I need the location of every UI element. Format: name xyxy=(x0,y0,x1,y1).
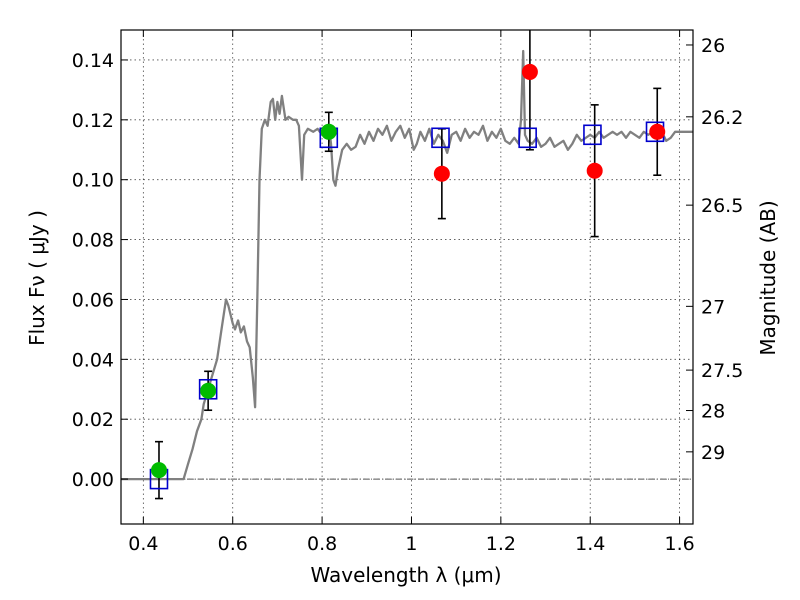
y2-tick-label: 26.5 xyxy=(701,195,743,217)
y2-tick-label: 26.2 xyxy=(701,107,743,129)
x-tick-label: 0.8 xyxy=(307,533,337,555)
observed-point-green xyxy=(320,123,337,140)
y2-tick-label: 27.5 xyxy=(701,360,743,382)
y2-tick-label: 28 xyxy=(701,401,725,423)
y-axis-label: Flux Fν ( μJy ) xyxy=(25,210,49,346)
x-axis-label: Wavelength λ (μm) xyxy=(310,563,501,587)
model-square-marker xyxy=(518,127,537,149)
model-square-marker xyxy=(583,124,602,146)
y-tick-label: 0.06 xyxy=(72,289,114,311)
observed-point-red xyxy=(649,123,666,140)
y-tick-label: 0.12 xyxy=(72,110,114,132)
errorbar-layer xyxy=(154,30,662,500)
y-tick-label: 0.00 xyxy=(72,469,114,491)
observed-point-green xyxy=(150,462,167,479)
y-tick-label: 0.08 xyxy=(72,230,114,252)
tick-layer: 0.4 0.6 0.8 1 1.2 1.4 1.6 0.00 0.02 0.04 0.06 0.08 0… xyxy=(72,30,743,555)
point-layer xyxy=(150,63,666,479)
plot-frame xyxy=(120,29,694,525)
y2-tick-label: 29 xyxy=(701,442,725,464)
y-tick-label: 0.04 xyxy=(72,349,114,371)
observed-point-red xyxy=(586,162,603,179)
spectrum-layer xyxy=(121,49,693,481)
x-tick-label: 1.6 xyxy=(664,533,694,555)
observed-point-green xyxy=(200,382,217,399)
y2-axis-label: Magnitude (AB) xyxy=(756,200,780,355)
y2-tick-label: 27 xyxy=(701,296,725,318)
model-square-marker xyxy=(431,127,450,149)
x-tick-label: 1 xyxy=(405,533,417,555)
x-tick-label: 1.2 xyxy=(486,533,516,555)
x-tick-label: 0.4 xyxy=(128,533,158,555)
y2-tick-label: 26 xyxy=(701,35,725,57)
spectrum-line xyxy=(121,49,693,481)
grid-layer xyxy=(121,30,693,524)
y-tick-label: 0.10 xyxy=(72,170,114,192)
x-tick-label: 0.6 xyxy=(218,533,248,555)
observed-point-red xyxy=(521,63,538,80)
y-tick-label: 0.14 xyxy=(72,50,114,72)
axes-layer xyxy=(120,29,694,525)
observed-point-red xyxy=(433,165,450,182)
y-tick-label: 0.02 xyxy=(72,409,114,431)
model-square-marker xyxy=(198,378,218,400)
x-tick-label: 1.4 xyxy=(575,533,605,555)
